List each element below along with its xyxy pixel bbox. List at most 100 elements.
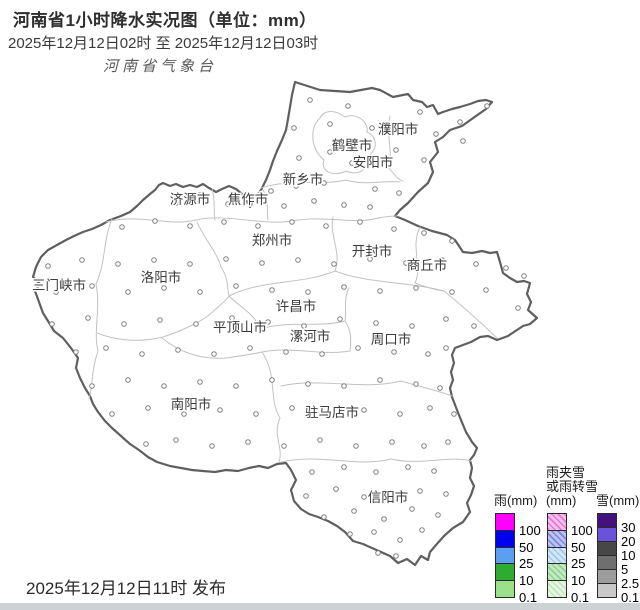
station-dot — [381, 516, 387, 522]
station-dot — [197, 289, 203, 295]
station-dot — [161, 285, 167, 291]
station-dot — [371, 529, 377, 535]
station-dot — [291, 125, 297, 131]
station-dot — [268, 188, 274, 194]
station-dot — [307, 97, 313, 103]
city-label: 许昌市 — [276, 298, 317, 314]
city-label: 濮阳市 — [378, 121, 419, 137]
station-dot — [173, 200, 179, 206]
city-label: 焦作市 — [228, 191, 269, 207]
agency-name: 河南省气象台 — [103, 59, 218, 75]
station-dot — [449, 289, 455, 295]
station-dot — [421, 230, 427, 236]
page-title: 河南省1小时降水实况图（单位：mm） — [13, 11, 317, 30]
station-dot — [349, 160, 355, 166]
station-dot — [269, 377, 275, 383]
station-dot — [413, 381, 419, 387]
station-dot — [361, 407, 367, 413]
station-dot — [157, 317, 163, 323]
city-label: 安阳市 — [353, 154, 394, 170]
station-dot — [403, 123, 409, 129]
station-dot — [397, 411, 403, 417]
station-dot — [247, 345, 253, 351]
station-dot — [119, 224, 125, 230]
city-label: 驻马店市 — [305, 404, 359, 420]
station-dot — [89, 283, 95, 289]
station-dot — [417, 488, 423, 494]
city-label: 济源市 — [170, 191, 211, 207]
station-dot — [347, 531, 353, 537]
station-dot — [253, 411, 259, 417]
station-dot — [181, 411, 187, 417]
station-dot — [409, 506, 415, 512]
station-dot — [305, 289, 311, 295]
station-dot — [125, 377, 131, 383]
station-dot — [341, 202, 347, 208]
station-dot — [397, 537, 403, 543]
station-dot — [187, 261, 193, 267]
city-label: 三门峡市 — [32, 277, 86, 293]
city-label: 鹤壁市 — [332, 137, 373, 153]
station-dot — [361, 494, 367, 500]
station-dot — [431, 468, 437, 474]
station-dot — [85, 315, 91, 321]
station-dot — [209, 443, 215, 449]
station-dot — [460, 138, 466, 144]
station-dot — [409, 323, 415, 329]
city-label: 南阳市 — [171, 396, 212, 412]
station-dot — [341, 383, 347, 389]
station-dot — [311, 198, 317, 204]
station-dot — [217, 407, 223, 413]
station-dot — [109, 411, 115, 417]
station-dot — [443, 316, 449, 322]
station-dot — [521, 273, 527, 279]
station-dot — [293, 183, 299, 189]
station-dot — [245, 439, 251, 445]
station-dot — [425, 351, 431, 357]
station-dot — [89, 383, 95, 389]
city-label: 信阳市 — [368, 489, 409, 505]
city-label: 开封市 — [352, 243, 393, 259]
station-dot — [483, 287, 489, 293]
station-dot — [289, 405, 295, 411]
station-dot — [389, 439, 395, 445]
station-dot — [139, 351, 145, 357]
station-dot — [317, 437, 323, 443]
station-dot — [377, 288, 383, 294]
station-dot — [175, 347, 181, 353]
station-dot — [121, 321, 127, 327]
station-dot — [396, 190, 402, 196]
station-dot — [457, 119, 463, 125]
station-dot — [145, 405, 151, 411]
station-dot — [373, 320, 379, 326]
station-dot — [327, 149, 333, 155]
city-label: 平顶山市 — [213, 319, 267, 335]
station-dot — [193, 321, 199, 327]
station-dot — [223, 256, 229, 262]
time-period-text: 2025年12月12日02时 至 2025年12月12日03时 — [8, 35, 319, 52]
station-dot — [353, 443, 359, 449]
station-dot — [229, 315, 235, 321]
station-dot — [221, 219, 227, 225]
station-dot — [373, 469, 379, 475]
station-dot — [503, 265, 509, 271]
station-dot — [321, 180, 327, 186]
station-dot — [289, 219, 295, 225]
station-dot — [233, 283, 239, 289]
city-label: 郑州市 — [252, 232, 293, 248]
station-dot — [449, 238, 455, 244]
station-dot — [53, 289, 59, 295]
station-dot — [451, 411, 457, 417]
station-dot — [337, 316, 343, 322]
station-dot — [301, 323, 307, 329]
station-dot — [281, 203, 287, 209]
station-dot — [515, 305, 521, 311]
station-dot — [471, 323, 477, 329]
station-dot — [355, 345, 361, 351]
station-dot — [391, 226, 397, 232]
station-dot — [49, 321, 55, 327]
station-dot — [321, 514, 327, 520]
publish-time-text: 2025年12月12日11时 发布 — [26, 579, 227, 598]
